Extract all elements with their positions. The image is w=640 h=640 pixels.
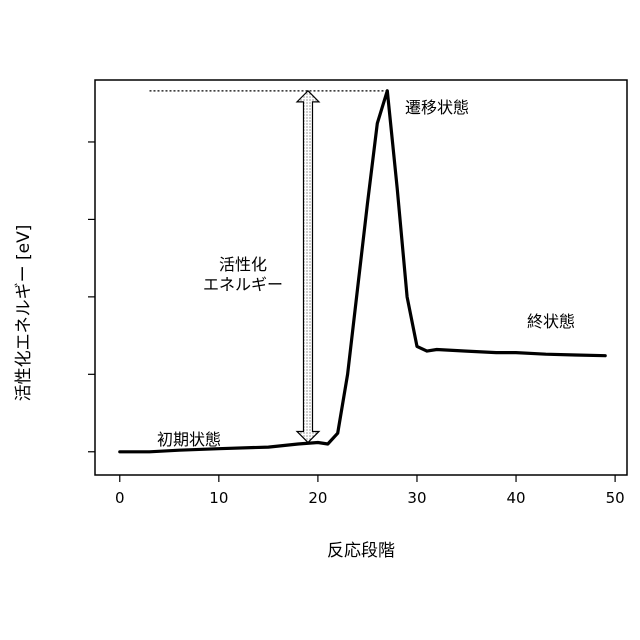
initial-state-label: 初期状態 [157,430,221,449]
x-tick-label: 50 [606,489,625,507]
x-tick-label: 40 [506,489,525,507]
x-tick-label: 20 [308,489,327,507]
activation-energy-label-line2: エネルギー [203,275,283,294]
y-axis-title: 活性化エネルギー [eV] [14,225,34,402]
x-tick-label: 10 [209,489,228,507]
x-tick-label: 0 [115,489,125,507]
plot-frame [94,79,628,476]
y-axis-ticks [88,141,95,453]
final-state-label: 終状態 [527,312,575,331]
x-tick-label: 30 [407,489,426,507]
x-axis-title: 反応段階 [327,541,395,561]
activation-energy-label-line1: 活性化 [219,255,267,274]
activation-energy-arrow [295,89,321,444]
energy-curve [118,89,607,454]
transition-state-label: 遷移状態 [405,98,469,117]
x-axis-ticks: 0 10 20 30 40 50 [115,475,625,507]
